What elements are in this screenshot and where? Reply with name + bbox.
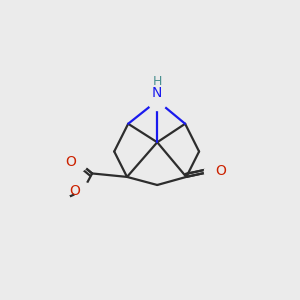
Text: N: N	[152, 85, 162, 100]
Text: O: O	[65, 155, 76, 169]
Text: H: H	[153, 75, 162, 88]
Text: O: O	[70, 184, 80, 198]
Text: O: O	[215, 164, 226, 178]
